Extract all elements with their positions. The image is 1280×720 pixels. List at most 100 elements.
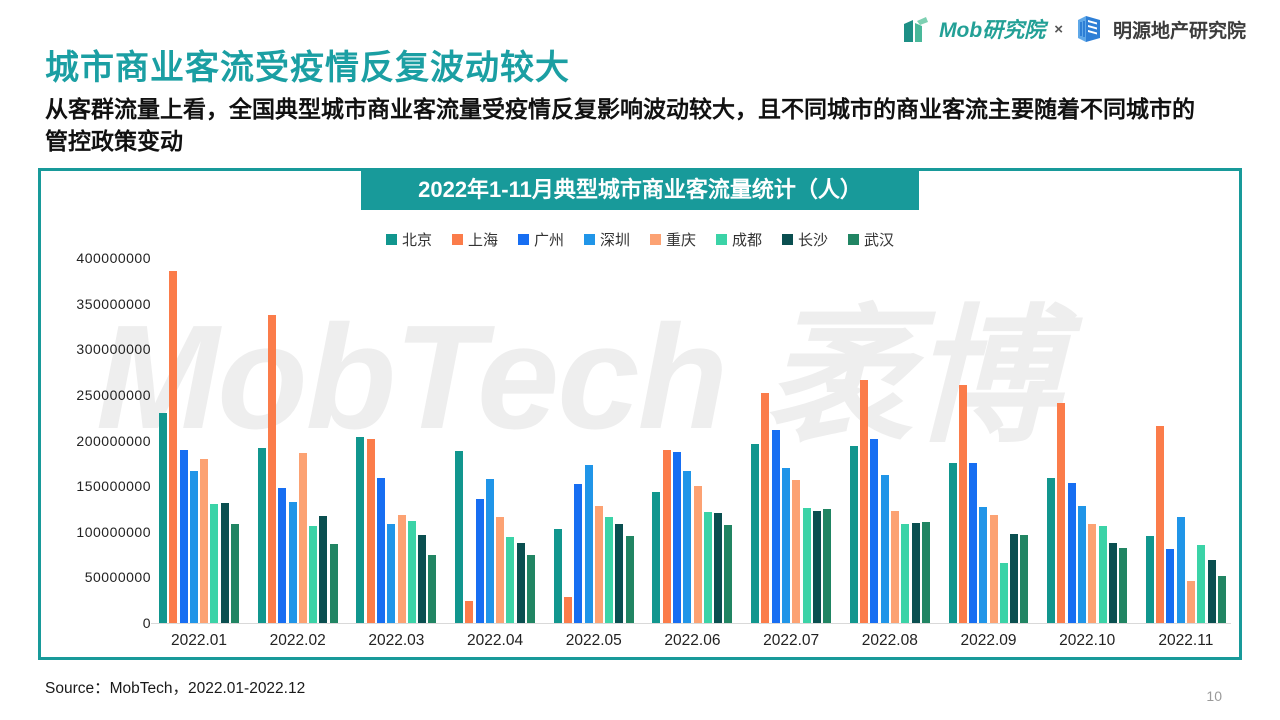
bar-成都-2022.03 bbox=[407, 521, 416, 623]
legend-swatch bbox=[848, 234, 860, 245]
bar-重庆-2022.01 bbox=[200, 459, 209, 623]
bar-广州-2022.08 bbox=[870, 439, 879, 623]
bar-北京-2022.02 bbox=[257, 448, 266, 623]
bar-group-2022.02: 2022.02 bbox=[257, 258, 338, 649]
x-tick-label: 2022.10 bbox=[1059, 632, 1116, 649]
bar-长沙-2022.07 bbox=[812, 511, 821, 623]
x-tick-label: 2022.05 bbox=[565, 632, 622, 649]
chart-title-banner: 2022年1-11月典型城市商业客流量统计（人） bbox=[361, 170, 919, 210]
legend-label: 深圳 bbox=[599, 232, 630, 249]
bar-广州-2022.10 bbox=[1067, 483, 1076, 623]
legend-swatch bbox=[782, 234, 794, 245]
bar-广州-2022.03 bbox=[376, 478, 385, 623]
legend-swatch bbox=[385, 234, 397, 245]
bar-长沙-2022.01 bbox=[220, 503, 229, 623]
bar-广州-2022.07 bbox=[771, 430, 780, 623]
bar-重庆-2022.03 bbox=[397, 515, 406, 623]
x-tick-label: 2022.04 bbox=[467, 632, 524, 649]
y-tick-label: 300000000 bbox=[76, 341, 151, 358]
bar-广州-2022.04 bbox=[475, 499, 484, 623]
legend-swatch bbox=[716, 234, 728, 245]
bar-广州-2022.06 bbox=[673, 452, 681, 623]
bar-上海-2022.11 bbox=[1156, 426, 1165, 623]
bar-北京-2022.07 bbox=[751, 444, 760, 623]
bar-上海-2022.01 bbox=[169, 271, 178, 623]
bar-上海-2022.04 bbox=[465, 601, 474, 623]
x-tick-label: 2022.09 bbox=[960, 632, 1017, 649]
y-tick-label: 50000000 bbox=[84, 569, 151, 586]
bars-area: 2022.01 2022.02 2022.03 2022.04 2022.05 2022.… bbox=[159, 258, 1226, 649]
legend-item: 长沙 bbox=[782, 229, 828, 250]
legend-item: 成都 bbox=[716, 229, 762, 250]
y-tick-label: 200000000 bbox=[76, 432, 151, 449]
bar-重庆-2022.02 bbox=[298, 453, 307, 623]
bar-北京-2022.06 bbox=[652, 492, 661, 623]
bar-长沙-2022.11 bbox=[1207, 560, 1216, 623]
bar-上海-2022.10 bbox=[1057, 403, 1066, 623]
chart-legend: 北京 上海 广州 深圳 重庆 成都 长沙 武汉 bbox=[41, 229, 1239, 250]
legend-label: 成都 bbox=[732, 232, 763, 249]
bar-重庆-2022.05 bbox=[594, 506, 603, 623]
legend-item: 广州 bbox=[517, 229, 564, 250]
bar-重庆-2022.04 bbox=[496, 517, 505, 623]
bar-长沙-2022.04 bbox=[516, 543, 525, 623]
x-axis-line bbox=[151, 623, 1231, 624]
x-tick-label: 2022.01 bbox=[170, 632, 228, 649]
bar-成都-2022.02 bbox=[309, 526, 318, 623]
bar-group-2022.05: 2022.05 bbox=[553, 258, 634, 649]
y-tick-label: 0 bbox=[142, 615, 151, 631]
bar-深圳-2022.08 bbox=[880, 475, 889, 623]
bar-重庆-2022.10 bbox=[1088, 524, 1097, 623]
mingyuan-logo-icon bbox=[1072, 14, 1104, 44]
bar-武汉-2022.03 bbox=[428, 555, 437, 623]
bar-广州-2022.11 bbox=[1166, 549, 1175, 623]
source-note: Source：MobTech，2022.01-2022.12 bbox=[45, 680, 306, 697]
bar-深圳-2022.06 bbox=[683, 471, 692, 623]
x-tick-label: 2022.07 bbox=[763, 632, 820, 649]
bar-长沙-2022.05 bbox=[615, 524, 624, 623]
legend-item: 北京 bbox=[385, 229, 432, 250]
bar-武汉-2022.01 bbox=[230, 524, 239, 623]
bar-重庆-2022.08 bbox=[890, 511, 899, 623]
bar-深圳-2022.10 bbox=[1078, 506, 1087, 623]
legend-item: 上海 bbox=[451, 229, 498, 250]
bar-北京-2022.10 bbox=[1047, 478, 1056, 623]
legend-label: 武汉 bbox=[864, 232, 895, 249]
bar-武汉-2022.10 bbox=[1119, 548, 1128, 623]
bar-重庆-2022.09 bbox=[989, 515, 998, 623]
bar-上海-2022.07 bbox=[761, 393, 770, 623]
bar-北京-2022.04 bbox=[455, 451, 464, 623]
bar-长沙-2022.06 bbox=[714, 513, 723, 623]
bar-武汉-2022.07 bbox=[823, 509, 832, 623]
bar-成都-2022.08 bbox=[901, 524, 910, 623]
bar-group-2022.04: 2022.04 bbox=[455, 258, 536, 649]
bar-武汉-2022.06 bbox=[724, 525, 733, 623]
bar-深圳-2022.09 bbox=[979, 507, 988, 623]
bar-武汉-2022.11 bbox=[1217, 576, 1226, 623]
bar-成都-2022.10 bbox=[1098, 526, 1107, 623]
logo-separator: × bbox=[1054, 20, 1063, 38]
bar-深圳-2022.01 bbox=[189, 471, 198, 623]
bar-北京-2022.08 bbox=[849, 446, 858, 623]
bar-深圳-2022.05 bbox=[584, 465, 593, 623]
bar-广州-2022.01 bbox=[179, 450, 188, 623]
bar-成都-2022.04 bbox=[506, 537, 515, 623]
legend-label: 上海 bbox=[467, 232, 498, 249]
y-tick-label: 100000000 bbox=[76, 523, 151, 540]
bar-长沙-2022.02 bbox=[319, 516, 328, 623]
legend-swatch bbox=[451, 234, 463, 245]
bar-上海-2022.09 bbox=[958, 385, 967, 623]
mob-logo-text: Mob研究院 bbox=[939, 19, 1046, 42]
bar-深圳-2022.04 bbox=[485, 479, 494, 623]
watermark-text: MobTech 袤博 bbox=[96, 295, 1059, 460]
bar-武汉-2022.02 bbox=[329, 544, 338, 623]
x-tick-label: 2022.11 bbox=[1158, 632, 1214, 649]
bar-成都-2022.07 bbox=[802, 508, 811, 623]
legend-label: 长沙 bbox=[798, 232, 829, 249]
bar-北京-2022.03 bbox=[356, 437, 365, 623]
legend-label: 北京 bbox=[401, 232, 432, 249]
x-tick-label: 2022.08 bbox=[861, 632, 918, 649]
bar-深圳-2022.02 bbox=[288, 502, 297, 623]
legend-item: 重庆 bbox=[650, 229, 696, 250]
